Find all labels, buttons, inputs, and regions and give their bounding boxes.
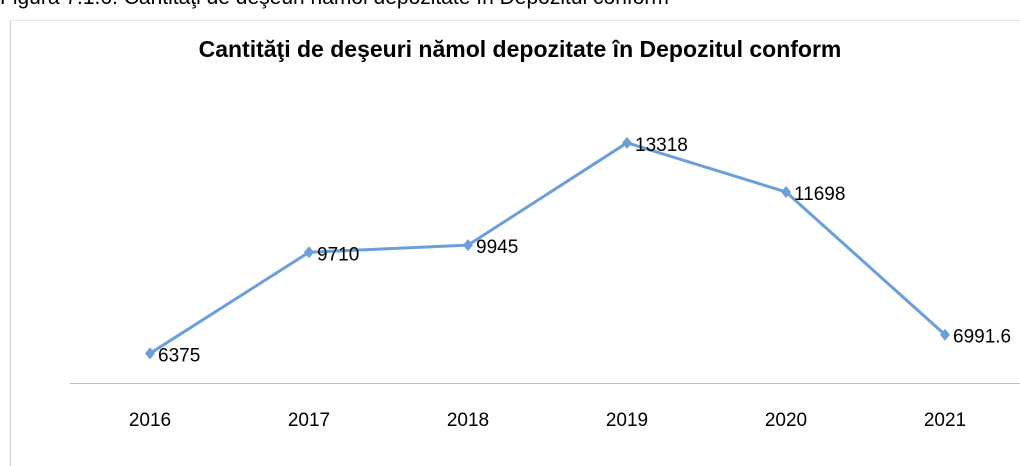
data-label: 6991.6 <box>953 327 1011 348</box>
data-label: 11698 <box>794 184 845 205</box>
marker <box>940 328 950 341</box>
x-tick-label: 2016 <box>129 410 171 431</box>
data-label: 9710 <box>317 244 359 265</box>
data-label: 6375 <box>158 345 200 366</box>
marker <box>145 347 155 360</box>
marker <box>463 239 473 252</box>
x-tick-label: 2018 <box>447 410 489 431</box>
x-tick-label: 2020 <box>765 410 807 431</box>
caption: Figura 7.1.6. Cantităţi de deşeuri nămol… <box>0 0 1020 10</box>
x-tick-label: 2017 <box>288 410 330 431</box>
x-tick-label: 2019 <box>606 410 648 431</box>
x-tick-label: 2021 <box>924 410 966 431</box>
data-label: 13318 <box>635 135 688 156</box>
chart-title: Cantităţi de deşeuri nămol depozitate în… <box>198 36 842 62</box>
marker <box>304 246 314 259</box>
marker <box>781 185 791 198</box>
marker <box>622 136 632 149</box>
line <box>149 141 947 355</box>
data-label: 9945 <box>476 237 518 258</box>
